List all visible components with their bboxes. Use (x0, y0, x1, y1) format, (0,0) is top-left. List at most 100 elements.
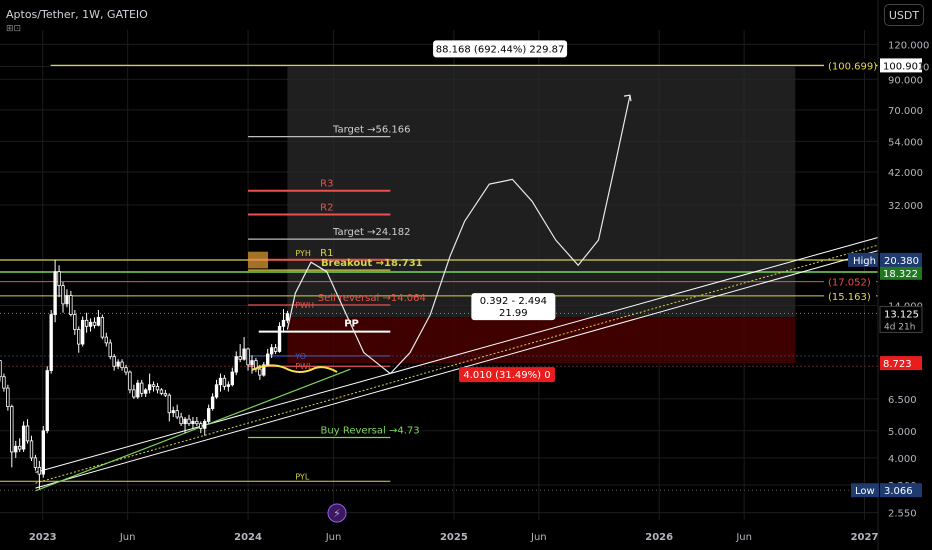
time-tick-7: Jun (735, 532, 752, 543)
indicator-icons[interactable]: ⊞⊡ (6, 24, 22, 34)
stop-label-box (458, 367, 555, 383)
price-tick-5: 42.000 (888, 168, 923, 179)
level-label-yo: YO (294, 352, 306, 361)
lightning-icon[interactable] (327, 503, 347, 523)
candle-body-23 (88, 321, 93, 327)
candle-body-19 (73, 314, 77, 330)
price-tick-2: 90.000 (888, 75, 923, 86)
candle-body-52 (203, 420, 207, 429)
yellow-curve-annotation (251, 364, 338, 373)
candle-body-71 (277, 325, 282, 352)
currency-button[interactable]: USDT (884, 4, 924, 26)
candle-body-56 (218, 377, 223, 386)
candle-body-72 (281, 319, 286, 327)
candle-body-60 (234, 356, 238, 373)
candle-body-34 (132, 389, 136, 398)
low-value-box (880, 483, 922, 498)
candle-body-46 (179, 416, 183, 425)
axis-badge-3: 18.322 (883, 269, 918, 280)
high-label: High (853, 256, 876, 267)
level-label-target2: Target →24.182 (332, 227, 411, 238)
candle-body-25 (96, 317, 101, 326)
candle-body-32 (124, 367, 128, 373)
candle-body-42 (163, 392, 168, 396)
candle-body-6 (21, 425, 26, 450)
candle-body-37 (143, 389, 148, 394)
projection-path (286, 95, 631, 375)
lightning-glyph: ⚡ (333, 507, 341, 520)
candle-body-50 (195, 420, 199, 425)
candle-body-40 (155, 386, 160, 391)
candle-body-11 (41, 430, 45, 475)
candle-body-1 (2, 376, 6, 389)
candle-body-28 (108, 342, 112, 358)
axis-badge-box-7 (880, 356, 922, 371)
candle-body-57 (222, 377, 227, 387)
candle-body-66 (258, 368, 262, 376)
target-label: 88.168 (692.44%) 229.87 (436, 44, 565, 55)
candle-body-18 (69, 295, 73, 315)
candle-body-17 (65, 295, 69, 305)
trendline-mid (35, 244, 879, 484)
candle-body-45 (175, 410, 179, 418)
low-label: Low (855, 486, 875, 497)
candle-body-26 (100, 317, 105, 338)
price-tick-6: 32.000 (888, 201, 923, 212)
candle-body-10 (37, 466, 42, 475)
level-label-pp: PP (344, 319, 359, 330)
time-tick-5: Jun (530, 532, 547, 543)
ratio-label-2: 21.99 (499, 308, 528, 319)
candle-body-43 (167, 394, 171, 414)
time-tick-4: 2025 (440, 532, 468, 543)
candle-body-24 (92, 321, 97, 326)
candle-body-38 (147, 384, 152, 391)
level-label-r3: R3 (320, 179, 333, 190)
price-tick-10: 4.000 (888, 454, 917, 465)
candle-body-49 (191, 420, 195, 425)
candle-body-54 (210, 396, 215, 409)
level-label-buy-reversal: Buy Reversal →4.73 (321, 426, 420, 437)
candle-body-62 (242, 348, 246, 360)
axis-badge-1: 100.901 (883, 61, 924, 72)
high-value: 20.380 (884, 256, 919, 267)
axis-tag-5: (15.163) (828, 292, 871, 303)
candle-body-12 (45, 370, 49, 432)
ratio-label-box (471, 293, 556, 321)
high-value-box (880, 252, 922, 267)
time-tick-2: 2024 (234, 532, 262, 543)
candle-body-14 (53, 271, 57, 315)
axis-tag-bg-5 (824, 288, 876, 303)
candle-body-63 (246, 348, 250, 366)
candle-body-58 (226, 384, 231, 387)
level-label-pwl: PWL (295, 362, 313, 371)
candle-body-31 (120, 361, 124, 369)
trendline-upper (35, 237, 879, 473)
candle-body-13 (49, 314, 53, 372)
candle-body-9 (33, 457, 38, 468)
level-label-sell-reversal: Sell reversal →14.064 (318, 293, 426, 304)
chart-title: Aptos/Tether, 1W, GATEIO (6, 8, 148, 21)
candle-body-59 (230, 371, 234, 386)
candle-body-30 (116, 361, 120, 367)
candle-body-36 (140, 382, 144, 394)
pyh-marker (248, 251, 269, 269)
candle-body-3 (10, 406, 14, 453)
time-tick-8: 2027 (851, 532, 879, 543)
trendline-lower (35, 250, 879, 489)
price-tick-3: 70.000 (888, 106, 923, 117)
high-label-box (848, 252, 878, 267)
candle-body-70 (273, 347, 278, 352)
candle-body-39 (151, 384, 156, 387)
time-tick-0: 2023 (29, 532, 57, 543)
level-label-pyh: PYH (295, 249, 311, 258)
candle-body-67 (262, 364, 266, 376)
candle-body-53 (206, 408, 211, 422)
price-tick-12: 2.550 (888, 509, 917, 520)
candle-body-4 (14, 445, 18, 453)
target-label-box (433, 40, 568, 58)
axis-badge-box-1 (880, 58, 922, 73)
candle-body-47 (183, 418, 187, 425)
axis-tag-0: (100.699) (828, 62, 877, 73)
candle-body-73 (285, 313, 290, 321)
